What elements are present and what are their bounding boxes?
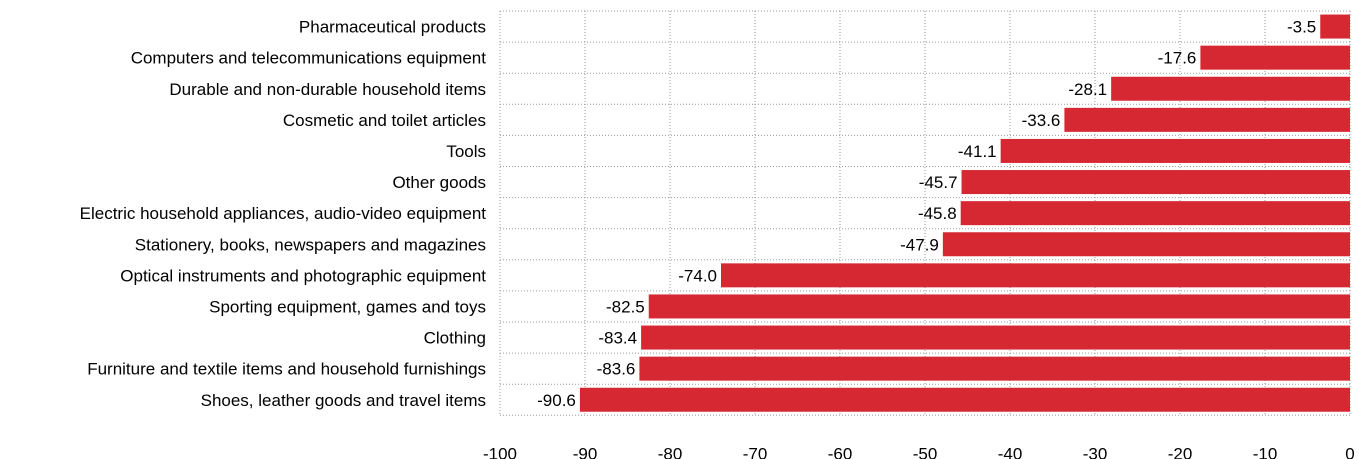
bar: [639, 356, 1350, 381]
category-label: Tools: [446, 142, 486, 161]
bar: [1064, 107, 1350, 132]
bar: [1111, 76, 1350, 101]
category-label: Other goods: [392, 173, 486, 192]
data-label: -47.9: [900, 235, 939, 254]
label-layer: -3.5 Pharmaceutical products -17.6 Computer…: [80, 18, 1355, 459]
data-label: -3.5: [1287, 18, 1316, 37]
x-tick-label: -90: [573, 444, 598, 459]
bar: [942, 232, 1350, 257]
bar: [1320, 14, 1350, 39]
bar-layer: [579, 14, 1350, 412]
category-label: Electric household appliances, audio-vid…: [80, 204, 487, 223]
data-label: -74.0: [678, 266, 717, 285]
data-label: -83.6: [597, 360, 636, 379]
category-label: Durable and non-durable household items: [169, 80, 486, 99]
data-label: -83.4: [598, 329, 637, 348]
x-tick-label: -10: [1253, 444, 1278, 459]
bar: [648, 294, 1350, 319]
bar: [1000, 138, 1350, 163]
category-label: Shoes, leather goods and travel items: [201, 391, 486, 410]
x-tick-label: 0: [1345, 444, 1354, 459]
x-tick-label: -60: [828, 444, 853, 459]
data-label: -41.1: [958, 142, 997, 161]
x-tick-label: -80: [658, 444, 683, 459]
x-tick-label: -40: [998, 444, 1023, 459]
data-label: -28.1: [1068, 80, 1107, 99]
data-label: -45.8: [918, 204, 957, 223]
category-label: Clothing: [424, 329, 486, 348]
x-tick-label: -50: [913, 444, 938, 459]
data-label: -17.6: [1158, 49, 1197, 68]
data-label: -45.7: [919, 173, 958, 192]
bar: [961, 170, 1350, 195]
bar: [641, 325, 1350, 350]
data-label: -33.6: [1022, 111, 1061, 130]
x-tick-label: -30: [1083, 444, 1108, 459]
bar: [579, 387, 1350, 412]
category-label: Optical instruments and photographic equ…: [120, 266, 486, 285]
category-label: Furniture and textile items and househol…: [87, 360, 486, 379]
category-label: Cosmetic and toilet articles: [283, 111, 486, 130]
x-tick-label: -20: [1168, 444, 1193, 459]
category-label: Sporting equipment, games and toys: [209, 297, 486, 316]
x-tick-label: -100: [483, 444, 517, 459]
bar: [1200, 45, 1350, 70]
bar: [721, 263, 1350, 288]
data-label: -90.6: [537, 391, 576, 410]
category-label: Stationery, books, newspapers and magazi…: [135, 235, 486, 254]
category-label: Pharmaceutical products: [299, 18, 486, 37]
category-label: Computers and telecommunications equipme…: [131, 49, 487, 68]
x-tick-label: -70: [743, 444, 768, 459]
data-label: -82.5: [606, 297, 645, 316]
bar: [960, 201, 1350, 226]
